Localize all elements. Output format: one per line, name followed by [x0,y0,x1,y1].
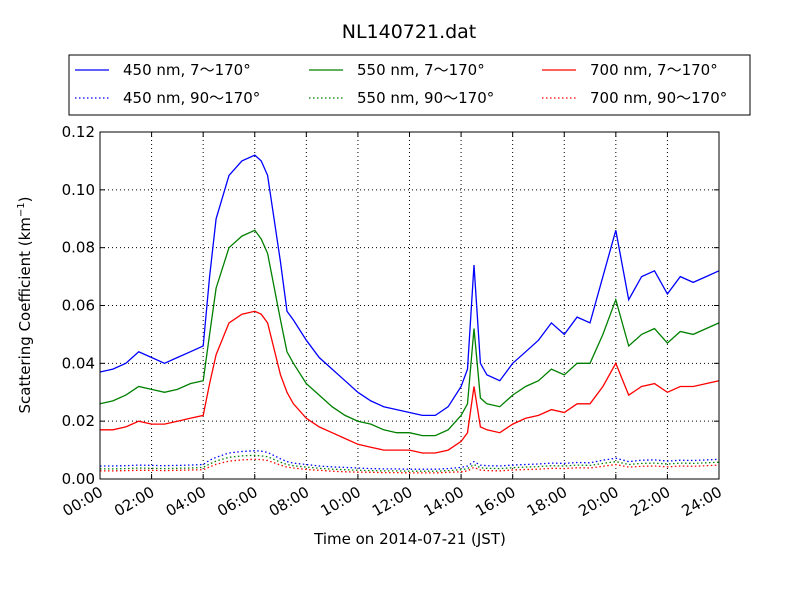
series-layer [99,154,720,474]
y-tick-label: 0.04 [62,354,95,372]
x-tick-label: 00:00 [60,483,106,520]
legend-label-5: 700 nm, 90～170° [590,89,727,107]
x-axis-label: Time on 2014-07-21 (JST) [313,530,506,548]
y-tick-label: 0.08 [62,239,95,257]
x-tick-label: 12:00 [369,483,415,520]
series-line-4 [100,454,720,472]
legend-label-0: 450 nm, 7～170° [123,61,251,79]
x-tick-label: 04:00 [163,483,209,520]
x-tick-label: 24:00 [679,483,725,520]
y-tick-label: 0.00 [62,470,95,488]
x-tick-label: 16:00 [472,483,518,520]
legend-label-3: 450 nm, 90～170° [123,89,260,107]
chart-title: NL140721.dat [342,21,477,43]
x-tick-label: 08:00 [266,483,312,520]
x-tick-label: 06:00 [214,483,260,520]
x-tick-label: 10:00 [317,483,363,520]
y-axis-label: Scattering Coefficient (km−1) [16,196,34,413]
y-tick-label: 0.06 [62,297,95,315]
series-line-3 [100,450,720,470]
legend-label-4: 550 nm, 90～170° [357,89,494,107]
series-line-2 [100,310,720,454]
y-tick-label: 0.02 [62,412,95,430]
grid [100,132,719,479]
x-tick-label: 20:00 [575,483,621,520]
legend: 450 nm, 7～170° 550 nm, 7～170° 700 nm, 7～17… [68,54,751,116]
x-tick-label: 14:00 [421,483,467,520]
legend-frame [68,54,751,116]
legend-label-2: 700 nm, 7～170° [590,61,718,79]
y-axis-label-text: Scattering Coefficient (km [16,217,34,413]
y-tick-label: 0.12 [62,123,95,141]
series-line-0 [99,154,720,417]
x-tick-label: 22:00 [627,483,673,520]
series-line-1 [99,229,720,437]
y-axis-label-close: ) [16,196,34,202]
y-axis-label-superscript: −1 [16,202,27,217]
x-tick-label: 18:00 [524,483,570,520]
y-tick-label: 0.10 [62,181,95,199]
legend-label-1: 550 nm, 7～170° [357,61,485,79]
x-tick-label: 02:00 [111,483,157,520]
axes: 00:00 02:00 04:00 06:00 08:00 10:00 12:00 14:00… [60,123,725,520]
series-line-5 [100,458,720,474]
